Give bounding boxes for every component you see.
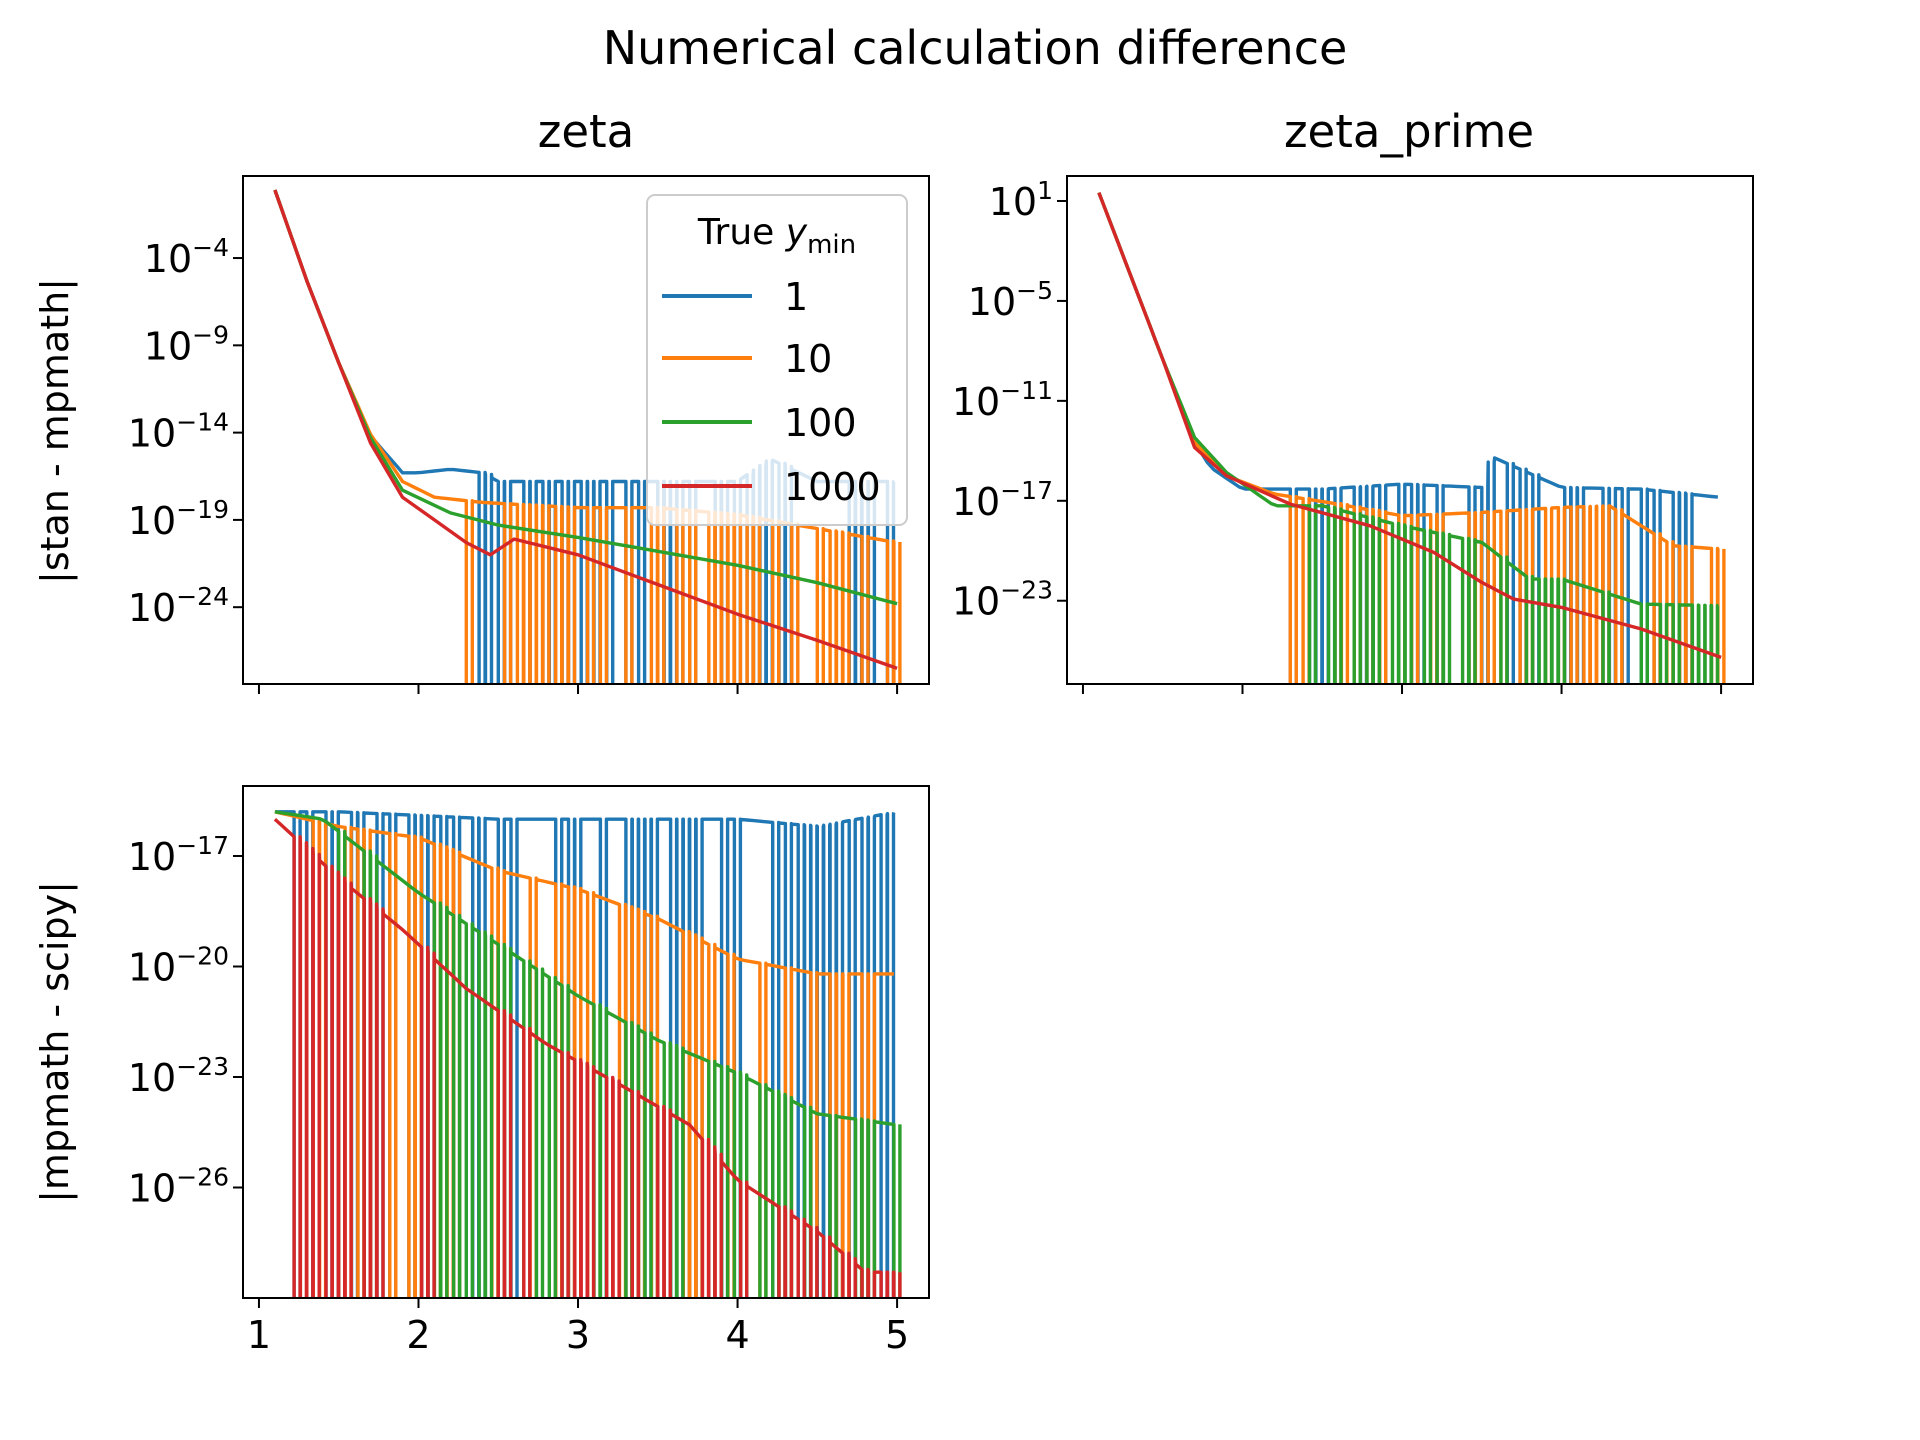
y-tick-label: 10−4: [144, 233, 229, 281]
panel-zeta-prime-frame: [1066, 175, 1754, 685]
panel-zeta-xticks: [257, 684, 899, 694]
y-tick-label: 10−17: [952, 476, 1053, 524]
series-line-1000: [1097, 192, 1722, 660]
panel-zeta-prime-yticks: 101 10−5 10−11 10−17 10−23: [952, 176, 1067, 624]
legend-label: 1000: [784, 465, 881, 509]
panel-scipy-yticks: 10−17 10−20 10−23 10−26: [128, 831, 243, 1210]
legend-title-var: y: [785, 212, 808, 253]
y-tick-label: 10−24: [128, 582, 229, 630]
legend-item: 100: [662, 401, 857, 445]
series-line-1000: [273, 189, 898, 670]
legend-title: True ymin: [697, 212, 856, 260]
figure-title: Numerical calculation difference: [603, 21, 1348, 75]
panel-zeta-frame: [242, 175, 930, 685]
panel-scipy-xticks: 1 2 3 4 5: [247, 1298, 909, 1357]
y-tick-label: 10−23: [128, 1052, 229, 1100]
y-tick-label: 10−11: [952, 376, 1053, 424]
legend-label: 100: [784, 401, 857, 445]
legend-label: 1: [784, 275, 808, 319]
x-tick-label: 1: [247, 1313, 271, 1357]
series-line-1: [274, 810, 896, 1298]
x-tick-label: 5: [885, 1313, 909, 1357]
panel-zeta-ylabel: |stan - mpmath|: [33, 278, 78, 584]
x-tick-label: 3: [566, 1313, 590, 1357]
y-tick-label: 101: [989, 176, 1053, 224]
panel-zeta-title: zeta: [538, 105, 635, 158]
y-tick-label: 10−14: [128, 408, 229, 456]
y-tick-label: 10−17: [128, 831, 229, 879]
legend-item: 1: [662, 275, 808, 319]
y-tick-label: 10−20: [128, 941, 229, 989]
y-tick-label: 10−26: [128, 1162, 229, 1210]
series-line-1: [1097, 192, 1719, 684]
legend-item: 10: [662, 337, 832, 381]
y-tick-label: 10−23: [952, 576, 1053, 624]
panel-zeta-prime: zeta_prime 101 10−5 10−11 10−17 10−23: [952, 105, 1754, 694]
panel-scipy-plot: [273, 810, 902, 1298]
y-tick-label: 10−5: [968, 276, 1053, 324]
legend-item: 1000: [662, 465, 881, 509]
series-line-10: [274, 810, 894, 1298]
panel-zeta-prime-plot: [1097, 192, 1726, 684]
legend-title-prefix: True: [697, 212, 786, 253]
panel-zeta-prime-xticks: [1081, 684, 1723, 694]
series-line-100: [1097, 192, 1720, 684]
x-tick-label: 4: [725, 1313, 749, 1357]
x-tick-label: 2: [406, 1313, 430, 1357]
panel-zeta-prime-title: zeta_prime: [1284, 105, 1534, 158]
panel-zeta-yticks: 10−4 10−9 10−14 10−19 10−24: [128, 233, 243, 630]
panel-scipy: |mpmath - scipy| 10−17 10−20 10−23 10−26 1 2…: [33, 785, 930, 1357]
y-tick-label: 10−9: [144, 320, 229, 368]
legend: True ymin 1 10 100 1000: [646, 194, 908, 526]
y-tick-label: 10−19: [128, 495, 229, 543]
legend-title-sub: min: [807, 230, 856, 260]
panel-scipy-ylabel: |mpmath - scipy|: [33, 881, 78, 1203]
series-line-1: [273, 189, 896, 684]
panel-scipy-frame: [242, 785, 930, 1299]
series-line-1000: [273, 817, 902, 1298]
legend-label: 10: [784, 337, 832, 381]
panel-zeta: zeta |stan - mpmath| 10−410−910−1410−191…: [33, 105, 930, 694]
legend-box: [646, 194, 908, 526]
